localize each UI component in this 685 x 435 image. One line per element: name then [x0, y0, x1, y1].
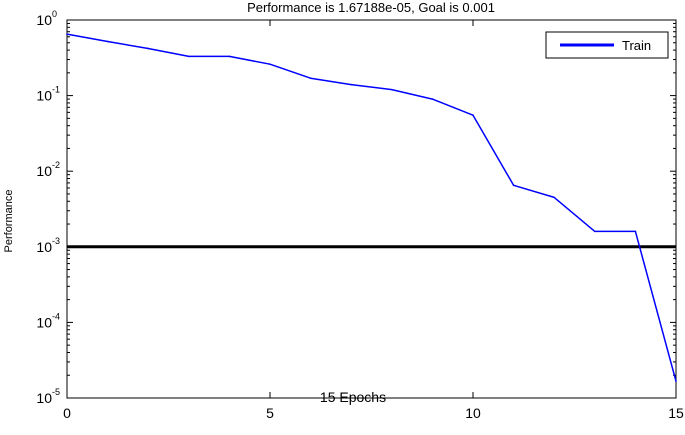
legend-entry-train: Train: [622, 38, 651, 53]
y-tick-label-3: 10: [36, 239, 52, 255]
data-point: [634, 230, 637, 233]
series-line-train: [66, 33, 677, 382]
y-tick-label-5: 10: [36, 390, 52, 406]
plot-frame: [66, 19, 677, 399]
x-axis-ticks: 0 5 10 15: [63, 20, 684, 421]
y-tick-label-2: 10: [36, 163, 52, 179]
data-point: [106, 40, 109, 43]
y-tick-exponent-0: 0: [52, 9, 57, 19]
data-point: [512, 184, 515, 187]
chart-title: Performance is 1.67188e-05, Goal is 0.00…: [247, 0, 495, 15]
y-axis-label: Performance: [3, 190, 15, 253]
data-point: [269, 63, 271, 66]
y-tick-exponent-5: -5: [52, 387, 60, 397]
x-tick-label-0: 0: [63, 405, 71, 421]
data-point: [309, 77, 312, 79]
y-tick-exponent-3: -3: [52, 236, 60, 246]
y-tick-label-4: 10: [36, 314, 52, 330]
y-tick-label-1: 10: [36, 88, 52, 104]
data-point: [675, 380, 677, 382]
y-tick-exponent-2: -2: [52, 160, 60, 170]
data-point: [350, 83, 353, 86]
data-point: [594, 230, 596, 233]
data-point: [391, 88, 393, 91]
data-point: [188, 55, 190, 58]
data-point: [147, 47, 149, 50]
legend: Train: [545, 31, 669, 59]
data-point: [66, 33, 68, 35]
x-tick-label-3: 15: [668, 405, 684, 421]
data-point: [472, 114, 474, 117]
data-point: [553, 196, 555, 199]
x-tick-label-2: 10: [465, 405, 481, 421]
y-tick-exponent-1: -1: [52, 85, 60, 95]
y-tick-label-0: 10: [36, 12, 52, 28]
data-point: [431, 98, 434, 100]
plot-lines: [66, 33, 677, 382]
y-tick-exponent-4: -4: [52, 311, 60, 321]
epochs-annotation: 15 Epochs: [320, 389, 386, 405]
x-tick-label-1: 5: [266, 405, 274, 421]
data-point: [228, 55, 231, 58]
